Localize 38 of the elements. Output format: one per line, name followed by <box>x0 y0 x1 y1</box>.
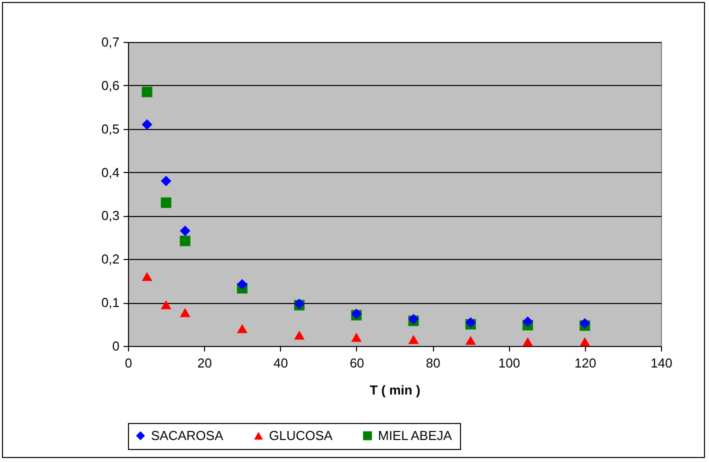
point <box>236 324 248 334</box>
x-axis-title: T ( min ) <box>370 382 420 398</box>
y-tick-label: 0,1 <box>101 295 120 310</box>
legend-label: GLUCOSA <box>269 428 333 443</box>
x-tick-label: 20 <box>197 356 212 370</box>
y-tick-label: 0,2 <box>101 252 120 267</box>
y-tick-label: 0,6 <box>101 78 120 93</box>
point <box>522 316 533 327</box>
legend-label: SACAROSA <box>151 428 224 443</box>
point <box>294 330 305 340</box>
point <box>160 197 172 208</box>
y-tick-label: 0,4 <box>101 164 120 180</box>
point <box>236 279 248 290</box>
point <box>142 272 152 282</box>
point <box>180 226 190 236</box>
point <box>160 176 172 186</box>
x-tick-label: 120 <box>574 356 596 370</box>
x-tick-label: 40 <box>274 356 288 370</box>
point <box>580 337 590 346</box>
x-tick-label: 60 <box>350 356 364 370</box>
x-tick-label: 0 <box>124 356 132 370</box>
point <box>408 334 419 344</box>
point <box>142 119 152 130</box>
x-tick-label: 140 <box>650 356 672 370</box>
legend-label: MIEL ABEJA <box>378 428 452 443</box>
point <box>522 337 533 346</box>
x-tick-label: 80 <box>426 356 440 370</box>
point <box>351 332 362 342</box>
y-tick-label: 0,3 <box>101 208 120 224</box>
point <box>180 236 190 246</box>
point <box>142 86 152 98</box>
y-tick-label: 0,5 <box>101 121 120 136</box>
x-tick-label: 100 <box>498 356 520 370</box>
point <box>465 336 476 345</box>
point <box>160 300 172 310</box>
point <box>180 308 190 318</box>
y-tick-label: 0 <box>112 338 120 354</box>
y-tick-label: 0,7 <box>101 34 120 50</box>
